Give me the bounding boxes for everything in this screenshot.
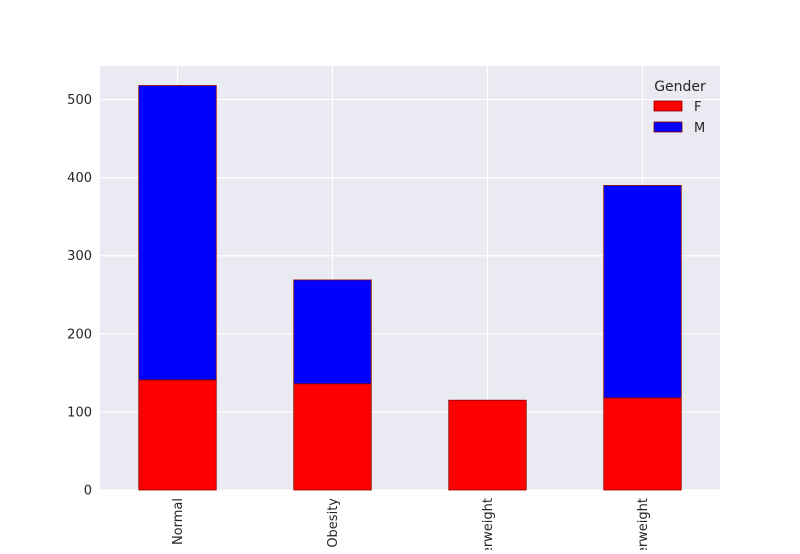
legend-swatch-f <box>653 100 683 112</box>
bar-f-normal <box>138 379 217 491</box>
y-tick-label: 0 <box>84 484 92 499</box>
y-tick-label: 200 <box>67 327 92 342</box>
bar-f-overweight <box>603 397 682 491</box>
bar-f-underweight <box>448 399 527 491</box>
legend-label-f: F <box>694 100 701 115</box>
y-tick-label: 300 <box>67 249 92 264</box>
legend: Gender FM <box>653 79 706 136</box>
legend-swatch-m <box>653 121 683 133</box>
x-tick-label: Normal <box>171 498 186 545</box>
x-tick-label: Overweight <box>636 498 651 550</box>
y-tick-label: 100 <box>67 405 92 420</box>
x-axis-ticks: Normal Obesity Underweight Overweight <box>171 498 651 554</box>
bar-m-overweight <box>603 185 682 399</box>
bar-m-obesity <box>293 279 372 385</box>
legend-title: Gender <box>654 79 706 95</box>
bars <box>138 85 682 491</box>
y-axis-ticks: 0 100 200 300 400 500 <box>67 93 92 498</box>
legend-label-m: M <box>694 121 705 136</box>
x-tick-label: Underweight <box>481 498 496 550</box>
y-tick-label: 400 <box>67 171 92 186</box>
x-tick-label: Obesity <box>326 498 341 548</box>
y-tick-label: 500 <box>67 93 92 108</box>
bar-m-normal <box>138 85 217 381</box>
bar-f-obesity <box>293 383 372 491</box>
